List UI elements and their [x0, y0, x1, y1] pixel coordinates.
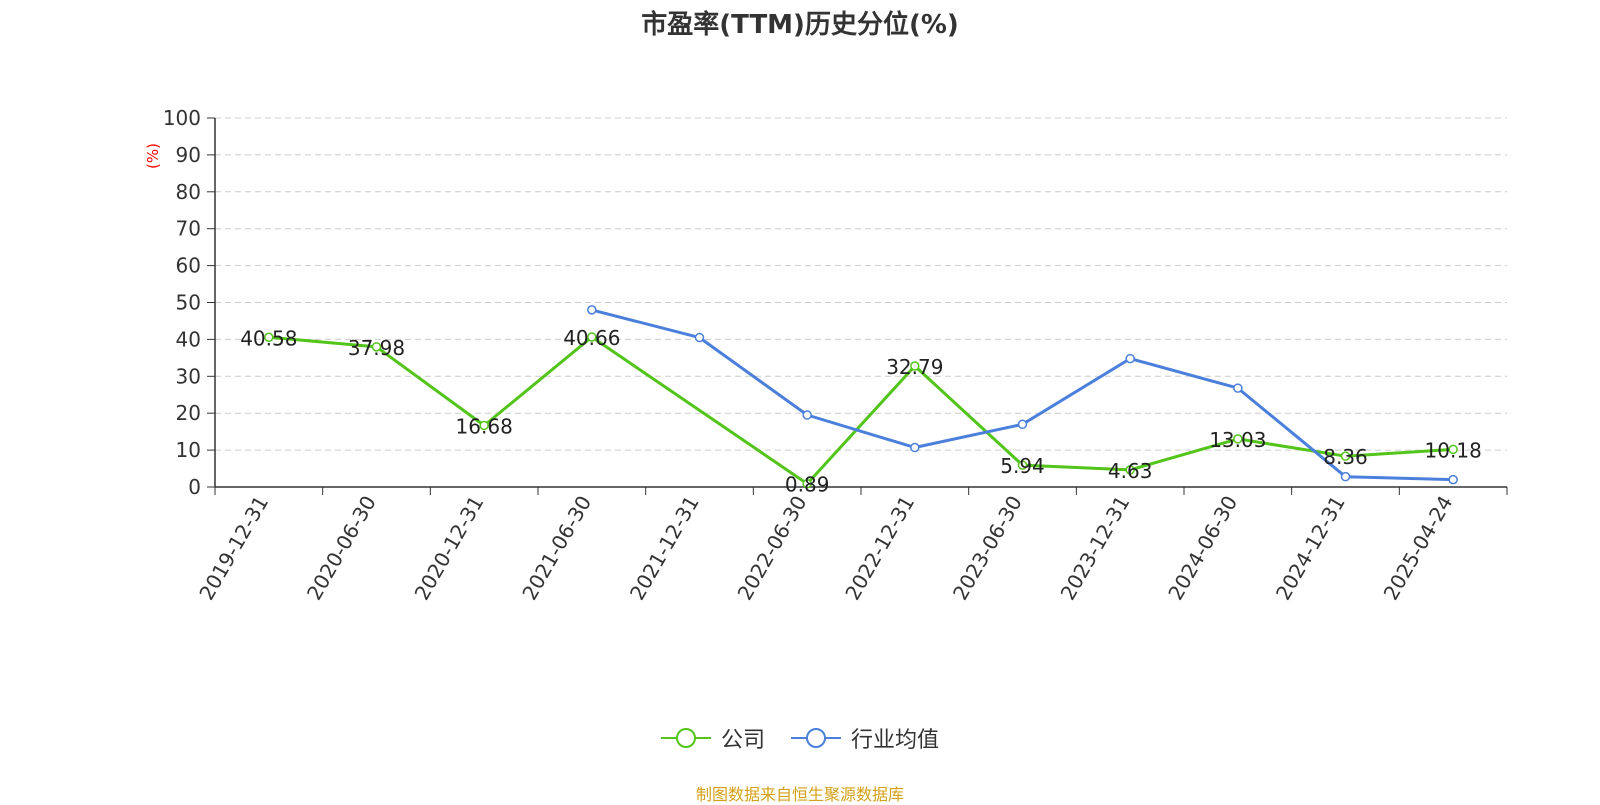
x-tick-label: 2019-12-31 — [194, 492, 273, 605]
data-label: 0.89 — [785, 473, 830, 497]
data-point-0[interactable] — [802, 478, 812, 489]
x-tick-label: 2022-12-31 — [840, 491, 919, 604]
y-tick-label: 40 — [176, 327, 201, 351]
y-tick-label: 60 — [176, 254, 201, 278]
data-label: 8.36 — [1323, 445, 1368, 469]
chart-title: 市盈率(TTM)历史分位(%) — [641, 10, 959, 40]
data-label: 4.63 — [1108, 459, 1153, 483]
data-label: 40.58 — [240, 326, 297, 350]
x-tick-label: 2025-04-24 — [1379, 492, 1458, 605]
x-tick-label: 2021-06-30 — [517, 492, 596, 605]
data-point-1[interactable] — [1233, 383, 1243, 393]
y-tick-label: 100 — [163, 106, 201, 130]
y-tick-label: 50 — [176, 291, 201, 315]
y-axis-ticks: 0 10 20 30 40 50 60 70 80 90 100 — [163, 106, 215, 499]
data-label: 40.66 — [563, 326, 620, 350]
data-point-0[interactable] — [1017, 460, 1028, 470]
data-point-0[interactable] — [1340, 451, 1351, 461]
data-label: 10.18 — [1425, 438, 1482, 462]
y-tick-label: 20 — [176, 401, 201, 425]
y-tick-label: 0 — [188, 475, 201, 499]
x-tick-label: 2023-06-30 — [948, 492, 1027, 605]
y-axis-label: (%) — [144, 143, 162, 169]
source-note: 制图数据来自恒生聚源数据库 — [695, 785, 904, 804]
legend-label-industry-average: 行业均值 — [851, 728, 940, 753]
x-tick-label: 2024-12-31 — [1271, 492, 1350, 605]
data-label: 16.68 — [456, 414, 513, 438]
data-point-1[interactable] — [1340, 471, 1351, 482]
data-point-1[interactable] — [1125, 353, 1135, 364]
x-tick-label: 2024-06-30 — [1163, 492, 1242, 605]
data-label: 5.94 — [1000, 454, 1045, 478]
x-tick-label: 2023-12-31 — [1056, 492, 1135, 605]
legend-swatch-industry-average — [791, 728, 841, 748]
y-tick-label: 30 — [176, 364, 201, 388]
legend: 公司 行业均值 — [0, 720, 1600, 756]
series-line-0 — [268, 335, 1454, 486]
data-point-0[interactable] — [264, 332, 274, 343]
data-point-0[interactable] — [1125, 465, 1135, 475]
data-labels: 40.58 37.98 16.68 40.66 0.89 32.79 5.94 4.63 13.… — [240, 326, 1482, 497]
y-tick-label: 10 — [176, 438, 201, 462]
legend-label-company: 公司 — [720, 728, 765, 753]
data-point-1[interactable] — [587, 305, 597, 315]
x-axis-ticks: 2019-12-31 2020-06-30 2020-12-31 2021-06-30… — [194, 487, 1508, 605]
x-tick-label: 2020-12-31 — [410, 491, 489, 604]
x-tick-label: 2022-06-30 — [733, 492, 812, 605]
grid-lines — [215, 117, 1507, 451]
y-tick-label: 70 — [176, 217, 201, 241]
y-tick-label: 90 — [176, 143, 201, 167]
data-label: 32.79 — [886, 355, 943, 379]
data-point-1[interactable] — [802, 410, 812, 420]
data-point-0[interactable] — [1448, 444, 1458, 455]
data-point-0[interactable] — [910, 361, 920, 371]
legend-item-industry-average[interactable]: 行业均值 — [791, 722, 939, 754]
data-point-0[interactable] — [1233, 434, 1243, 444]
data-point-1[interactable] — [910, 442, 920, 453]
legend-swatch-company — [660, 728, 711, 748]
data-point-0[interactable] — [371, 342, 382, 352]
y-tick-label: 80 — [176, 180, 201, 204]
data-point-0[interactable] — [587, 332, 597, 342]
legend-item-company[interactable]: 公司 — [660, 722, 765, 754]
data-point-1[interactable] — [1017, 419, 1028, 430]
data-point-0[interactable] — [479, 420, 489, 431]
x-tick-label: 2021-12-31 — [625, 492, 704, 605]
data-label: 37.98 — [348, 336, 405, 360]
series-group — [264, 305, 1458, 489]
x-tick-label: 2020-06-30 — [302, 492, 381, 605]
data-label: 13.03 — [1209, 428, 1266, 452]
data-point-1[interactable] — [1448, 474, 1458, 485]
data-point-1[interactable] — [694, 332, 705, 343]
